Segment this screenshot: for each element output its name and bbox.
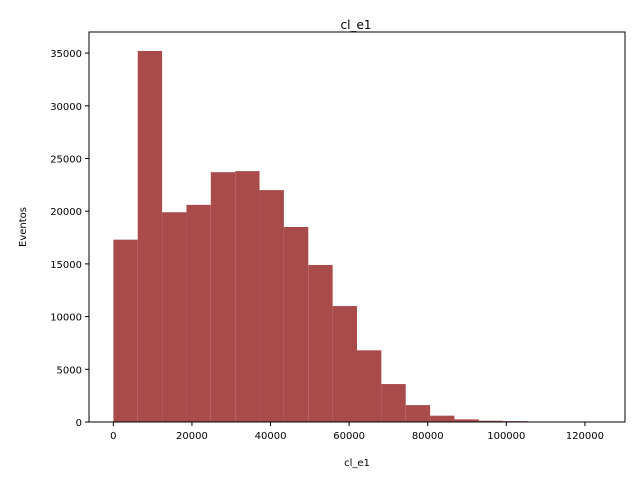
y-tick-label: 35000 [50, 49, 82, 60]
histogram-bar [186, 204, 211, 422]
histogram-bar [283, 227, 309, 422]
bars-group [113, 50, 601, 423]
histogram-bar [137, 50, 163, 423]
histogram-bar [357, 350, 382, 422]
histogram-bar [235, 171, 260, 422]
x-tick-label: 60000 [333, 431, 365, 442]
histogram-bar [381, 384, 406, 422]
histogram-bar [454, 419, 479, 422]
histogram-bar [332, 306, 357, 422]
plot-frame [88, 31, 626, 423]
y-axis-label: Eventos [18, 207, 29, 247]
histogram-bar [113, 239, 138, 422]
histogram-bar [405, 405, 431, 422]
y-tick-label: 25000 [50, 154, 82, 165]
x-tick-label: 120000 [566, 431, 604, 442]
y-axis-ticks: 0 5000 10000 15000 20000 25000 30000 35000 [50, 49, 89, 429]
y-tick-label: 5000 [57, 365, 82, 376]
histogram-bar [308, 264, 333, 422]
x-axis-label: cl_e1 [344, 458, 370, 469]
histogram-bar [259, 190, 284, 422]
y-tick-label: 30000 [50, 102, 82, 113]
x-tick-label: 80000 [412, 431, 444, 442]
chart-title: cl_e1 [341, 18, 372, 32]
y-tick-label: 15000 [50, 260, 82, 271]
x-tick-label: 20000 [176, 431, 208, 442]
y-tick-label: 20000 [50, 207, 82, 218]
y-tick-label: 10000 [50, 313, 82, 324]
x-axis-ticks: 0 20000 40000 60000 80000 100000 120000 [110, 422, 604, 442]
y-tick-label: 0 [76, 418, 82, 429]
x-tick-label: 40000 [255, 431, 287, 442]
histogram-bar [478, 420, 504, 422]
histogram-bar [430, 415, 455, 422]
x-tick-label: 0 [110, 431, 116, 442]
histogram-bar [210, 172, 236, 422]
histogram-bar [162, 212, 187, 422]
x-tick-label: 100000 [487, 431, 525, 442]
